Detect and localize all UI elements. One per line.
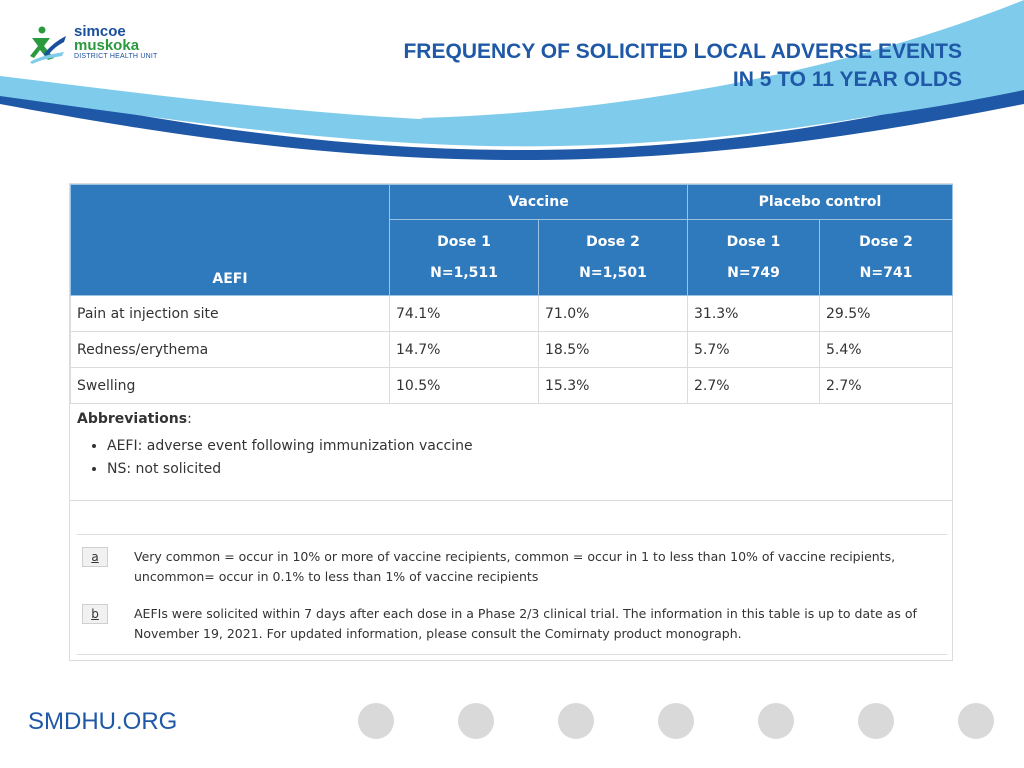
table-cell: 10.5% bbox=[389, 367, 539, 404]
logo-figure-icon bbox=[30, 26, 66, 64]
dose-label: Dose 2 bbox=[586, 233, 640, 250]
table-row: Redness/erythema 14.7% 18.5% 5.7% 5.4% bbox=[70, 331, 953, 368]
header-swoosh-graphic bbox=[0, 0, 1024, 160]
adverse-events-table: AEFI Vaccine Placebo control Dose 1 N=1,… bbox=[70, 184, 953, 404]
sample-size: N=741 bbox=[859, 264, 913, 281]
abbreviations-heading: Abbreviations bbox=[77, 411, 188, 427]
footnote-text: Very common = occur in 10% or more of va… bbox=[134, 549, 896, 584]
list-item: AEFI: adverse event following immunizati… bbox=[107, 435, 945, 458]
column-header-vaccine-dose2: Dose 2 N=1,501 bbox=[538, 219, 688, 296]
table-cell: 14.7% bbox=[389, 331, 539, 368]
simcoe-muskoka-logo: simcoe muskoka DISTRICT HEALTH UNIT bbox=[28, 24, 158, 66]
nav-dot bbox=[958, 703, 994, 739]
abbreviations-colon: : bbox=[187, 411, 192, 427]
table-cell: 18.5% bbox=[538, 331, 688, 368]
abbreviations-list: AEFI: adverse event following immunizati… bbox=[77, 435, 945, 481]
slide-title-line-1: FREQUENCY OF SOLICITED LOCAL ADVERSE EVE… bbox=[403, 40, 962, 63]
dose-label: Dose 1 bbox=[437, 233, 491, 250]
logo-text-simcoe: simcoe bbox=[74, 23, 126, 40]
aefi-column-header: AEFI bbox=[70, 184, 390, 296]
table-cell: 2.7% bbox=[819, 367, 953, 404]
nav-dot bbox=[358, 703, 394, 739]
vaccine-group-header: Vaccine bbox=[389, 184, 688, 220]
footnote-marker-b[interactable]: b bbox=[82, 604, 108, 624]
table-row: Swelling 10.5% 15.3% 2.7% 2.7% bbox=[70, 367, 953, 404]
dose-label: Dose 1 bbox=[726, 233, 781, 250]
slide-title-line-2: IN 5 TO 11 YEAR OLDS bbox=[732, 68, 962, 91]
table-cell: 29.5% bbox=[819, 295, 953, 332]
swoosh-dark-band bbox=[0, 84, 1024, 160]
sample-size: N=749 bbox=[727, 264, 780, 281]
slide-title: FREQUENCY OF SOLICITED LOCAL ADVERSE EVE… bbox=[403, 38, 962, 94]
table-cell: 5.7% bbox=[687, 331, 820, 368]
placebo-group-header: Placebo control bbox=[687, 184, 953, 220]
nav-dot bbox=[458, 703, 494, 739]
row-label: Pain at injection site bbox=[70, 295, 390, 332]
list-item: NS: not solicited bbox=[107, 458, 945, 481]
nav-dot bbox=[858, 703, 894, 739]
footnote-marker-a[interactable]: a bbox=[82, 547, 108, 567]
nav-dot bbox=[658, 703, 694, 739]
table-cell: 31.3% bbox=[687, 295, 820, 332]
row-label: Swelling bbox=[70, 367, 390, 404]
table-cell: 2.7% bbox=[687, 367, 820, 404]
table-cell: 74.1% bbox=[389, 295, 539, 332]
sample-size: N=1,501 bbox=[579, 264, 647, 281]
column-header-placebo-dose2: Dose 2 N=741 bbox=[819, 219, 953, 296]
footnote-text: AEFIs were solicited within 7 days after… bbox=[134, 606, 917, 641]
footnotes-section: a Very common = occur in 10% or more of … bbox=[77, 534, 947, 655]
table-row: Pain at injection site 74.1% 71.0% 31.3%… bbox=[70, 295, 953, 332]
column-header-placebo-dose1: Dose 1 N=749 bbox=[687, 219, 820, 296]
nav-dot bbox=[558, 703, 594, 739]
column-header-vaccine-dose1: Dose 1 N=1,511 bbox=[389, 219, 539, 296]
sample-size: N=1,511 bbox=[430, 264, 498, 281]
swoosh-light-fill bbox=[420, 0, 1024, 138]
table-cell: 15.3% bbox=[538, 367, 688, 404]
content-frame: AEFI Vaccine Placebo control Dose 1 N=1,… bbox=[69, 183, 953, 661]
table-cell: 71.0% bbox=[538, 295, 688, 332]
row-label: Redness/erythema bbox=[70, 331, 390, 368]
nav-dot bbox=[758, 703, 794, 739]
logo-text-muskoka: muskoka bbox=[74, 37, 140, 54]
logo-text-subtitle: DISTRICT HEALTH UNIT bbox=[74, 53, 158, 60]
footer-website-url: SMDHU.ORG bbox=[28, 708, 178, 735]
abbreviations-section: Abbreviations: AEFI: adverse event follo… bbox=[70, 405, 952, 501]
table-cell: 5.4% bbox=[819, 331, 953, 368]
dose-label: Dose 2 bbox=[859, 233, 913, 250]
